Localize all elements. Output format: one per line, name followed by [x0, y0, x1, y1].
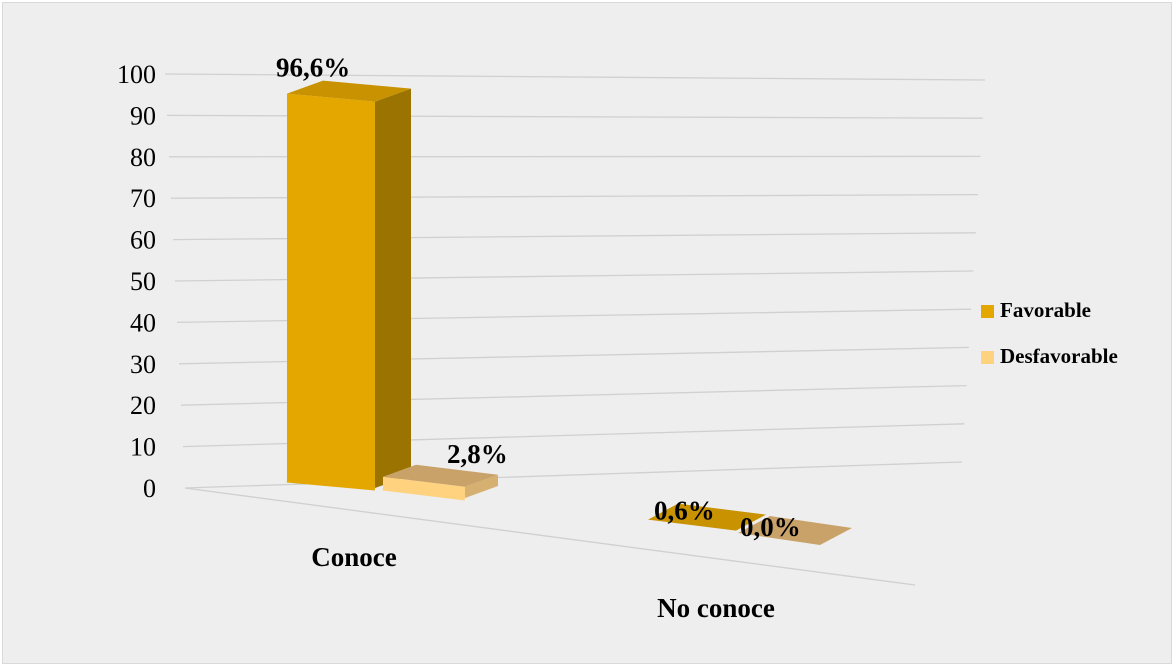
- bar-favorable-no-conoce: [648, 503, 766, 531]
- data-labels: 96,6% 2,8% 0,6% 0,0%: [276, 53, 801, 542]
- bar-favorable-conoce: [286, 80, 411, 491]
- bar-top: [648, 503, 766, 531]
- bar-front: [383, 476, 465, 498]
- bar-front: [287, 93, 375, 488]
- y-axis-ticks: 0 10 20 30 40 50 60 70 80 90 100: [117, 60, 156, 503]
- bars: [286, 80, 852, 545]
- bar-side: [375, 88, 411, 488]
- y-tick-label: 40: [130, 308, 156, 337]
- bar-desfavorable-no-conoce: [738, 516, 852, 545]
- data-label: 2,8%: [447, 439, 508, 469]
- y-tick-label: 80: [130, 143, 156, 172]
- y-tick-label: 70: [130, 184, 156, 213]
- floor-edge: [184, 487, 916, 586]
- bar-desfavorable-conoce: [382, 464, 498, 501]
- legend-swatch-desfavorable: [981, 351, 994, 364]
- legend-label-favorable: Favorable: [1000, 298, 1091, 322]
- bar-top: [287, 80, 411, 102]
- y-tick-label: 10: [130, 433, 156, 462]
- y-tick-label: 90: [130, 101, 156, 130]
- y-tick-label: 30: [130, 350, 156, 379]
- legend: Favorable Desfavorable: [981, 298, 1118, 368]
- data-label: 0,6%: [654, 496, 715, 526]
- data-label: 96,6%: [276, 53, 350, 83]
- y-tick-label: 50: [130, 267, 156, 296]
- bar-base: [382, 485, 466, 501]
- bar-base: [286, 477, 376, 491]
- bar-top: [738, 516, 852, 545]
- category-label: Conoce: [311, 542, 396, 572]
- x-axis-categories: Conoce No conoce: [311, 542, 775, 623]
- legend-label-desfavorable: Desfavorable: [1000, 344, 1118, 368]
- category-label: No conoce: [657, 593, 775, 623]
- gridline: [164, 73, 986, 81]
- y-tick-label: 100: [117, 60, 156, 89]
- y-tick-label: 20: [130, 391, 156, 420]
- bar-top: [383, 464, 498, 487]
- bar-side: [465, 474, 498, 498]
- y-tick-label: 60: [130, 226, 156, 255]
- data-label: 0,0%: [740, 512, 801, 542]
- y-tick-label: 0: [143, 474, 156, 503]
- legend-swatch-favorable: [981, 305, 994, 318]
